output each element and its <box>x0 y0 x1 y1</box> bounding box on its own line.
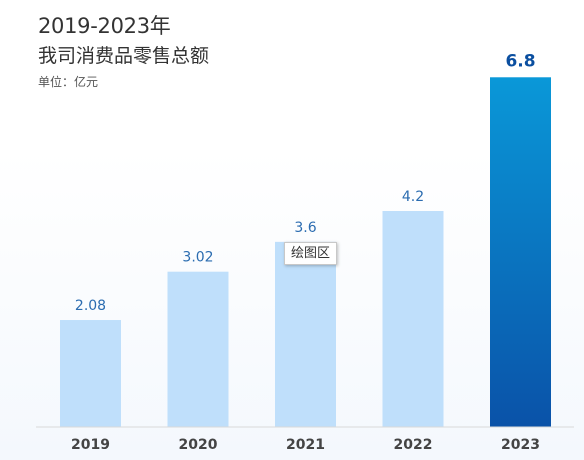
data-label-2020: 3.02 <box>182 250 213 266</box>
data-label-2022: 4.2 <box>402 189 424 205</box>
bar-2020[interactable] <box>167 271 229 427</box>
x-tick-label-2023: 2023 <box>501 437 540 453</box>
data-label-2021: 3.6 <box>294 220 316 236</box>
x-tick-label-2019: 2019 <box>71 437 110 453</box>
chart-subtitle: 我司消费品零售总额 <box>38 45 210 67</box>
x-tick-label-2022: 2022 <box>394 437 433 453</box>
bar-2021[interactable] <box>275 241 336 427</box>
bar-2022[interactable] <box>382 211 444 427</box>
x-tick-label-2021: 2021 <box>286 437 325 453</box>
bar-2019[interactable] <box>60 320 121 427</box>
data-label-2019: 2.08 <box>75 298 106 314</box>
chart-title: 2019-2023年 <box>38 14 171 38</box>
unit-label: 单位：亿元 <box>38 75 99 89</box>
bar-2023[interactable] <box>490 77 551 428</box>
data-label-2023: 6.8 <box>505 51 535 71</box>
plot-area-tooltip: 绘图区 <box>284 242 338 265</box>
x-tick-label-2020: 2020 <box>179 437 218 453</box>
